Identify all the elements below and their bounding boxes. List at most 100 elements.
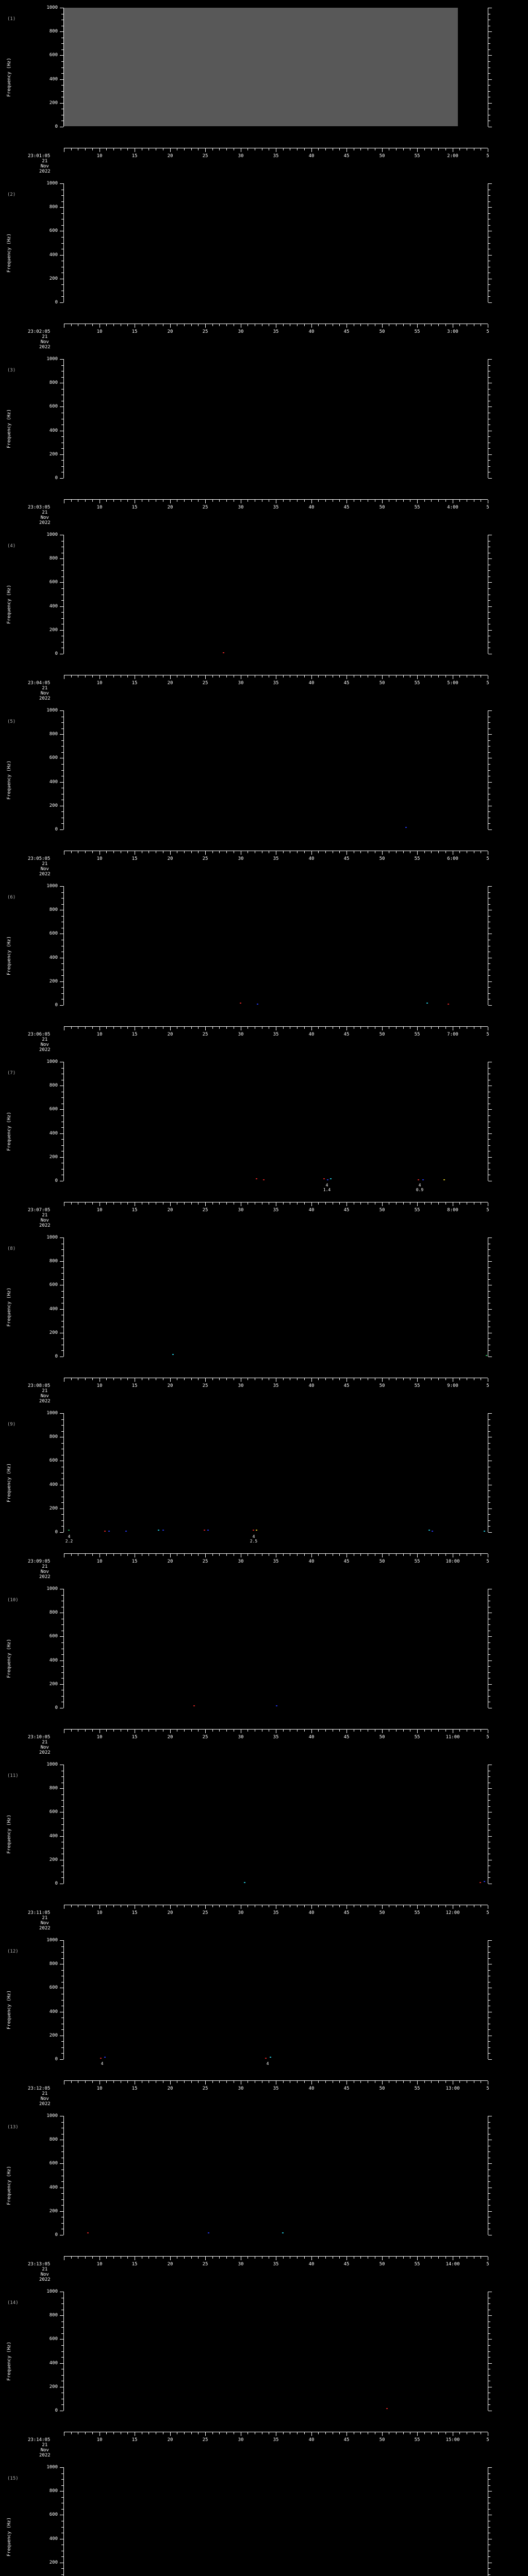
x-axis-tick-label: 20 (168, 856, 173, 861)
y-axis-tick-right (488, 2199, 490, 2200)
x-axis-minor-tick (325, 1027, 326, 1029)
x-axis-hour-label: 13:00 (446, 2086, 459, 2091)
x-axis-minor-tick (431, 1554, 432, 1556)
x-axis-minor-tick (106, 2257, 107, 2259)
y-axis-tick-right (488, 1443, 490, 1444)
x-axis-minor-tick (424, 1905, 425, 1907)
x-axis-tick-label: 10 (97, 1910, 103, 1916)
y-axis-tick-right (488, 981, 492, 982)
y-axis-tick-left (60, 1788, 63, 1789)
x-axis-minor-tick (459, 851, 460, 853)
x-axis-minor-tick (459, 324, 460, 326)
annotation-line-1: 4 (65, 1534, 73, 1539)
x-axis-tick-label: 55 (415, 2437, 420, 2443)
x-axis-minor-tick (85, 2081, 86, 2083)
x-axis-minor-tick (339, 1730, 340, 1732)
x-axis-tick (382, 675, 383, 679)
x-axis-start-label: 23:05:05 (28, 856, 50, 861)
x-axis-minor-tick (92, 1905, 93, 1907)
y-axis-tick-right (488, 2351, 490, 2352)
x-axis-minor-tick (283, 1378, 284, 1380)
date-line: 2022 (39, 1574, 51, 1580)
x-axis-minor-tick (198, 675, 199, 677)
x-axis-minor-tick (226, 2257, 227, 2259)
x-axis-tick (311, 1554, 312, 1557)
x-axis-minor-tick (106, 1027, 107, 1029)
y-axis-tick-right (488, 2315, 492, 2316)
y-axis-left-spine (63, 1589, 64, 1708)
x-axis-tick-label: 45 (344, 1383, 350, 1388)
panel-plot-region (64, 183, 488, 302)
y-axis-tick-right (488, 764, 490, 765)
x-axis-tick-label: 55 (415, 856, 420, 861)
y-axis-tick-left (61, 1696, 63, 1697)
x-axis-tick (382, 1905, 383, 1909)
x-axis-start-label: 23:12:05 (28, 2086, 50, 2091)
x-axis-minor-tick (113, 324, 114, 326)
y-axis-tick-left (60, 2059, 63, 2060)
x-axis-minor-tick (184, 851, 185, 853)
x-axis-minor-tick (71, 1378, 72, 1380)
y-axis-tick-right (488, 1824, 490, 1825)
x-axis-minor-tick (92, 1378, 93, 1380)
event-marker (480, 1882, 481, 1883)
x-axis-tick-label: 55 (415, 1559, 420, 1564)
x-axis-minor-tick (304, 1730, 305, 1732)
panel-plot-region (64, 2292, 488, 2410)
date-line: 2022 (39, 872, 51, 877)
x-axis-tick-label: 10 (97, 154, 103, 159)
y-axis-title: Frequency (Hz) (7, 1990, 12, 2029)
y-axis-tick-label: 400 (37, 1307, 58, 1312)
x-axis-end-label: 5 (486, 681, 489, 686)
event-marker (104, 1531, 106, 1532)
x-axis-minor-tick (360, 1378, 361, 1380)
x-axis-tick-label: 50 (380, 1910, 385, 1916)
x-axis-minor-tick (325, 324, 326, 326)
x-axis-minor-tick (304, 1027, 305, 1029)
x-axis-tick-label: 20 (168, 329, 173, 334)
x-axis-tick (205, 1202, 206, 1206)
y-axis-tick-label: 800 (37, 556, 58, 561)
x-axis-end-label: 5 (486, 1383, 489, 1388)
y-axis-tick-left (61, 1145, 63, 1146)
spectrogram-panel: 0 200 400 600 800 1000 Frequency (Hz) (9) 23:09:… (0, 1409, 528, 1584)
y-axis-tick-label: 400 (37, 1834, 58, 1839)
x-axis-tick (311, 2432, 312, 2436)
x-axis-tick (346, 148, 347, 152)
panel-data-area (64, 8, 458, 126)
x-axis-minor-tick (424, 1554, 425, 1556)
y-axis-tick-label: 600 (37, 2161, 58, 2166)
x-axis-minor-tick (325, 1730, 326, 1732)
x-axis-minor-tick (424, 851, 425, 853)
y-axis-tick-right (488, 2303, 490, 2304)
x-axis-tick-label: 25 (203, 2086, 208, 2091)
x-axis-tick-label: 30 (238, 1032, 244, 1037)
y-axis-tick-left (61, 1848, 63, 1849)
y-axis-tick-left (60, 981, 63, 982)
event-marker (244, 1882, 245, 1883)
y-axis-tick-right (488, 1109, 492, 1110)
y-axis-tick-right (488, 558, 492, 559)
x-axis-tick-label: 40 (309, 1208, 315, 1213)
date-line: 21 (39, 1388, 51, 1394)
x-axis-minor-tick (297, 1027, 298, 1029)
spectrogram-panel: 0 200 400 600 800 1000 Frequency (Hz) (1) 23:01:… (0, 3, 528, 179)
x-axis-tick-label: 15 (132, 505, 138, 510)
x-axis-minor-tick (403, 1378, 404, 1380)
y-axis-tick-label: 0 (37, 476, 58, 481)
x-axis-minor-tick (219, 1730, 220, 1732)
panel-plot-region (64, 2467, 488, 2576)
x-axis-tick (346, 1202, 347, 1206)
x-axis-minor-tick (113, 1905, 114, 1907)
event-marker (125, 1531, 127, 1532)
y-axis-tick-left (61, 1666, 63, 1667)
y-axis-tick-label: 200 (37, 1682, 58, 1687)
y-axis-left-spine (63, 1765, 64, 1884)
y-axis-tick-left (61, 1672, 63, 1673)
y-axis-tick-right (488, 916, 490, 917)
y-axis-tick-label: 400 (37, 2537, 58, 2541)
y-axis-tick-right (488, 2467, 492, 2468)
event-marker (207, 1530, 209, 1531)
y-axis-tick-left (60, 1413, 63, 1414)
x-axis-tick-label: 25 (203, 505, 208, 510)
